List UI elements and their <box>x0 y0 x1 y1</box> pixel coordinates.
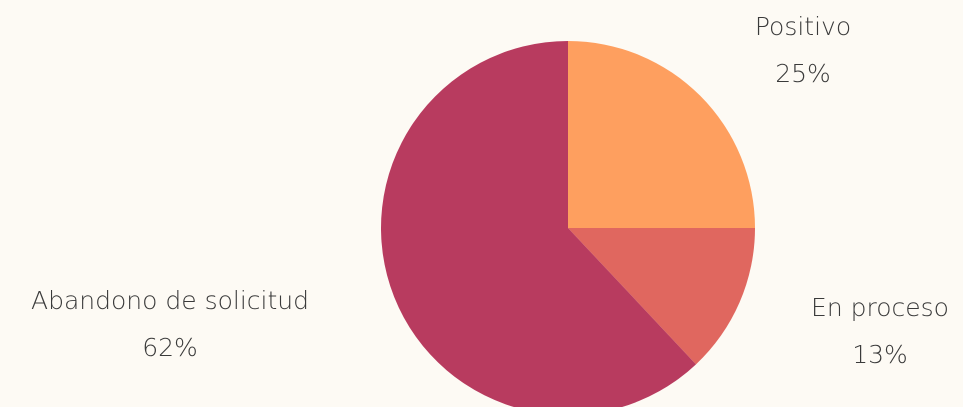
slice-label: Abandono de solicitud <box>31 286 309 315</box>
slice-value-label: 13% <box>852 340 908 369</box>
pie-slice <box>568 228 755 365</box>
slice-value-label: 25% <box>775 59 831 88</box>
slice-label: En proceso <box>811 293 949 322</box>
slice-label: Positivo <box>755 12 851 41</box>
slice-value-label: 62% <box>142 333 198 362</box>
pie-slice <box>568 41 755 228</box>
pie-slice <box>381 41 697 407</box>
